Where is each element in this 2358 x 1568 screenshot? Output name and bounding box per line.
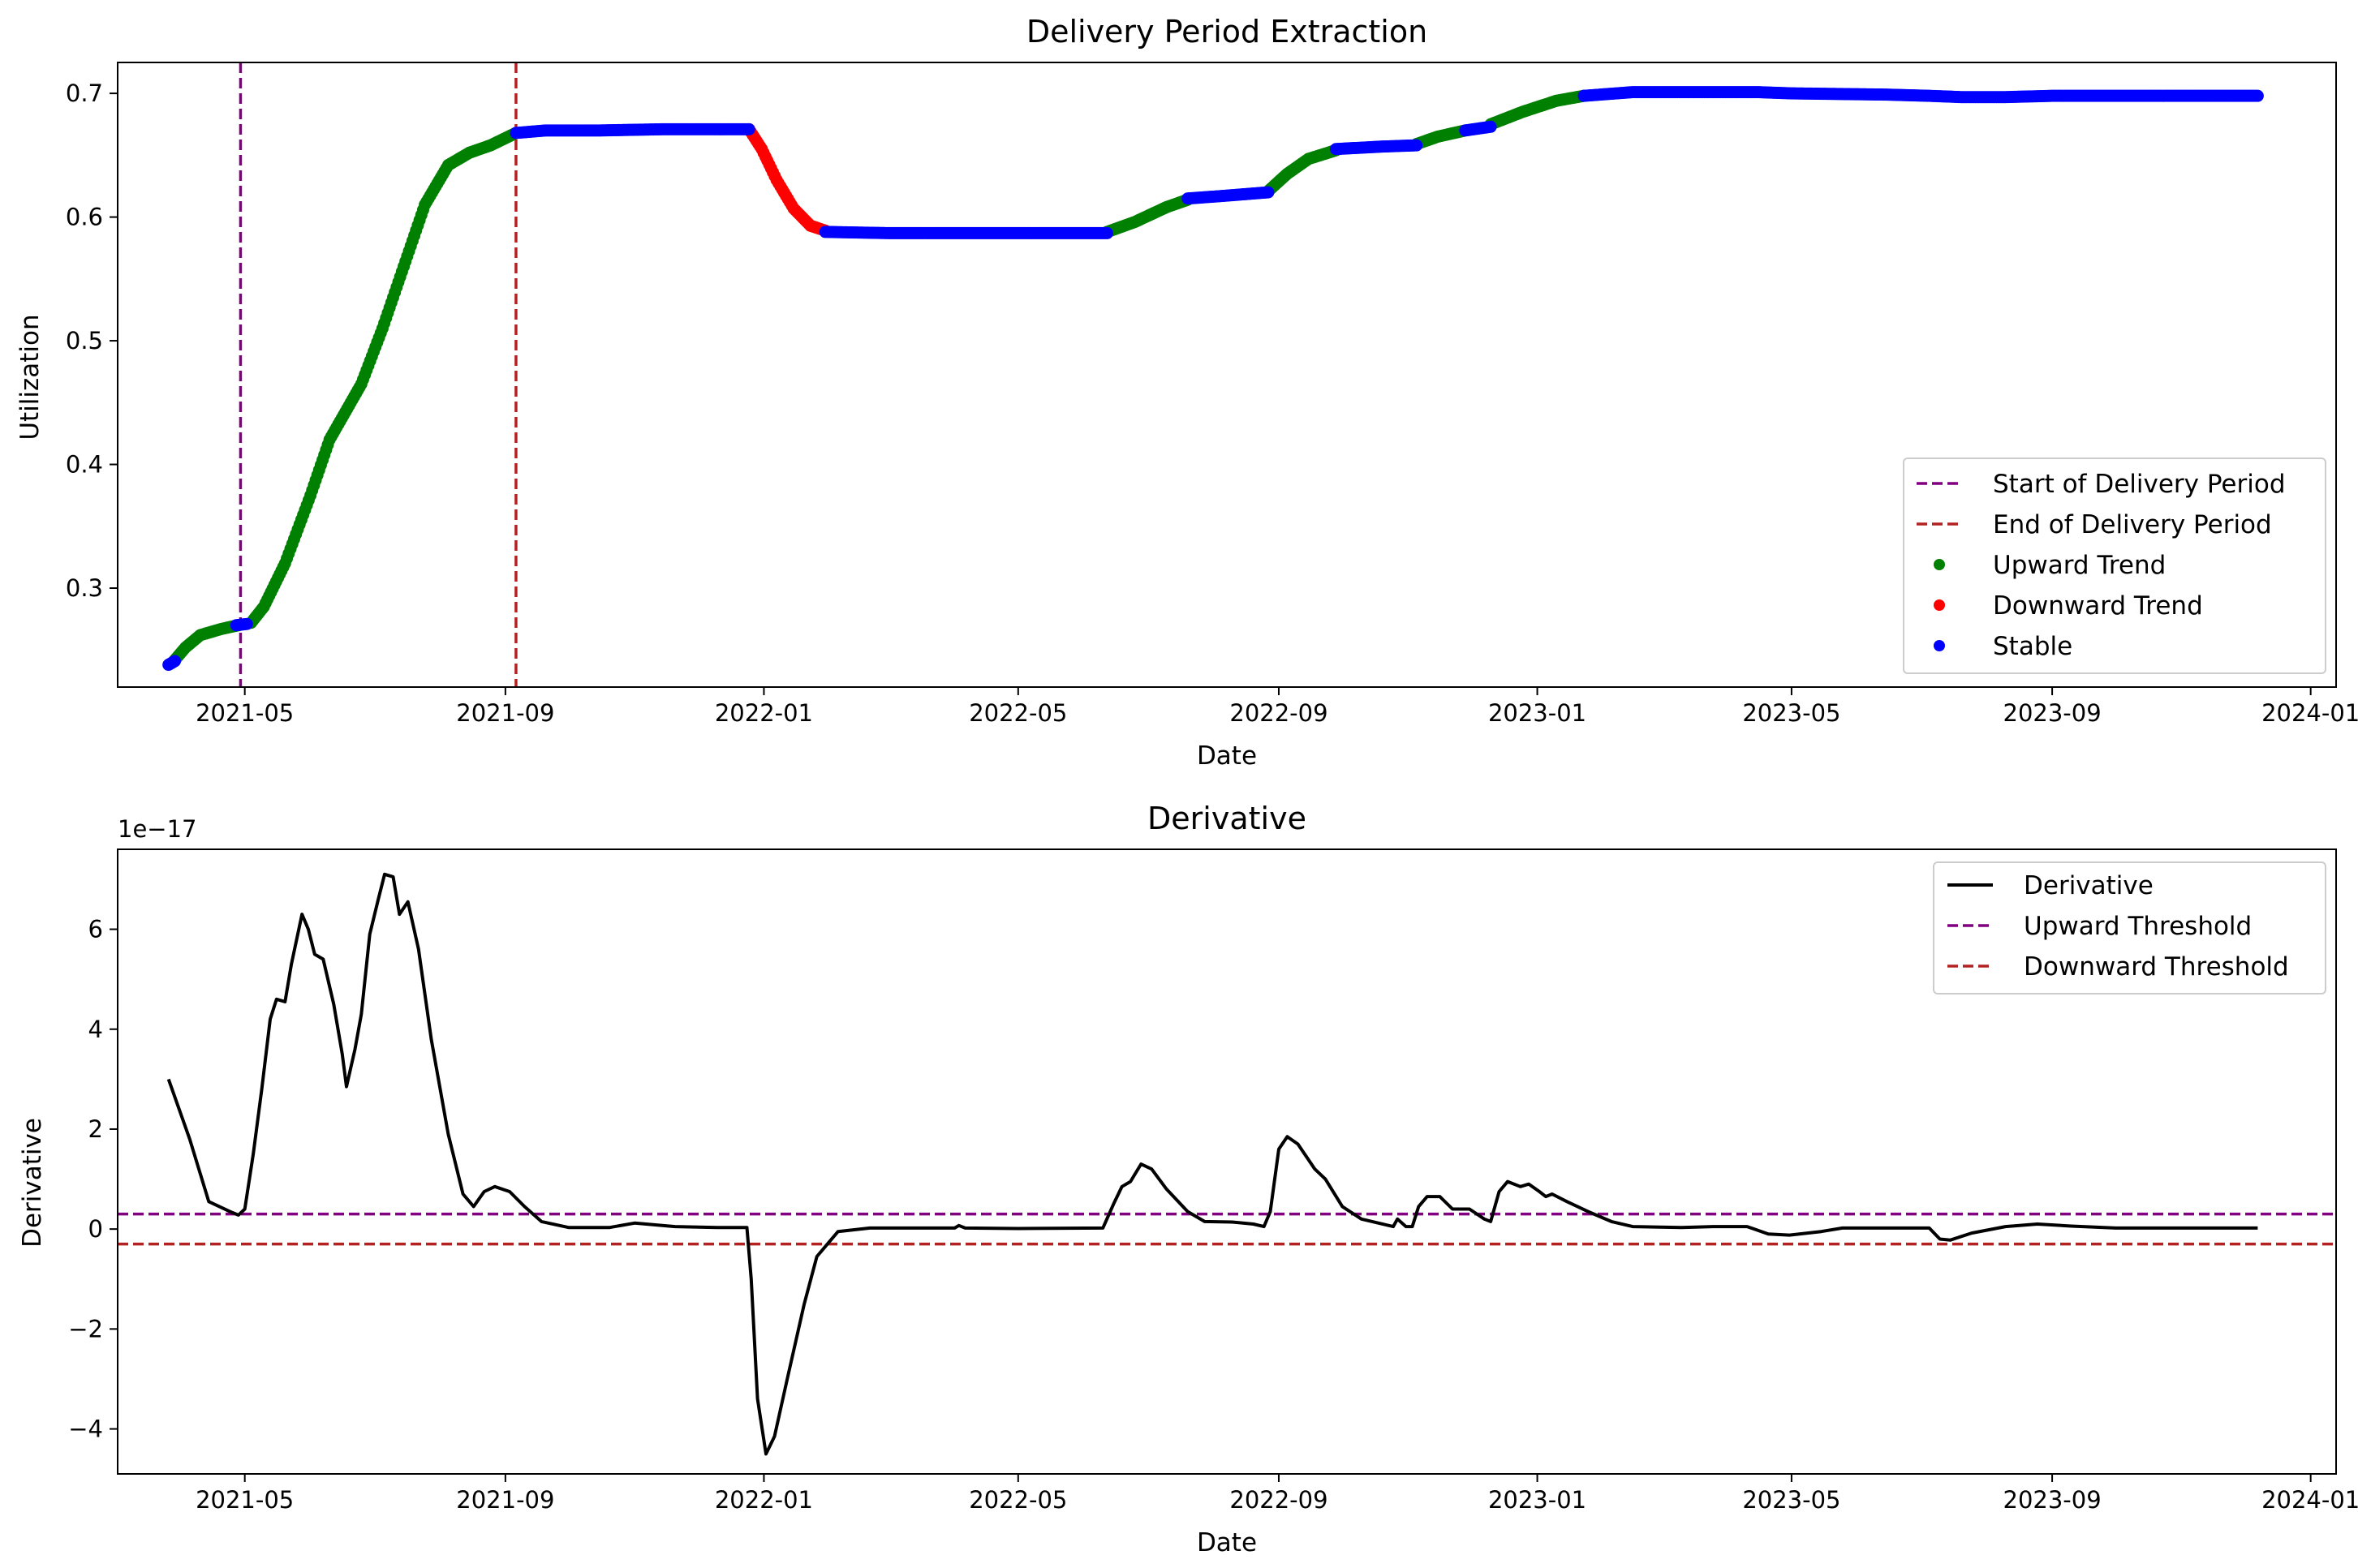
legend-label-upward-threshold: Upward Threshold	[2024, 912, 2252, 941]
x-tick-label: 2021-05	[196, 699, 294, 727]
data-point	[169, 655, 182, 668]
y-offset-label: 1e−17	[118, 815, 197, 843]
y-ticks: 0.3 0.4 0.5 0.6 0.7	[66, 79, 118, 602]
y-tick-label: −2	[68, 1315, 103, 1342]
chart-title: Derivative	[1147, 801, 1306, 836]
legend-label-derivative: Derivative	[2024, 871, 2154, 900]
legend-label-start: Start of Delivery Period	[1993, 470, 2286, 499]
legend-label-downward: Downward Trend	[1993, 591, 2203, 621]
y-ticks: −4 −2 0 2 4 6	[68, 916, 118, 1443]
y-tick-label: 2	[88, 1115, 103, 1143]
data-point	[240, 617, 253, 630]
y-tick-label: 0.7	[66, 79, 103, 107]
scatter-points	[162, 86, 2264, 672]
y-tick-label: 0.6	[66, 204, 103, 231]
legend-label-stable: Stable	[1993, 632, 2072, 661]
x-tick-label: 2021-09	[456, 699, 554, 727]
y-tick-label: 6	[88, 916, 103, 943]
series-line-derivative	[166, 872, 2258, 1456]
x-tick-label: 2024-01	[2261, 699, 2358, 727]
y-tick-label: 4	[88, 1016, 103, 1043]
x-tick-label: 2022-09	[1229, 1486, 1327, 1514]
data-point	[1410, 139, 1423, 152]
data-point	[742, 122, 755, 135]
x-tick-label: 2023-09	[2003, 699, 2102, 727]
y-tick-label: 0.4	[66, 451, 103, 479]
legend-box	[1933, 861, 2326, 994]
x-axis-label: Date	[1197, 1528, 1257, 1557]
data-point	[2251, 89, 2264, 102]
derivative-line	[166, 872, 2258, 1456]
x-tick-label: 2022-01	[715, 1486, 813, 1514]
x-tick-label: 2022-05	[969, 699, 1067, 727]
x-ticks: 2021-05 2021-09 2022-01 2022-05 2022-09 2023-…	[196, 1474, 2358, 1514]
x-tick-label: 2023-01	[1488, 1486, 1586, 1514]
utilization-chart: Delivery Period Extraction Utilization D…	[15, 14, 2358, 771]
legend-label-downward-threshold: Downward Threshold	[2024, 952, 2289, 982]
legend-swatch-upward	[1934, 559, 1945, 570]
series-downward-trend	[742, 122, 832, 237]
plot-area	[118, 872, 2336, 1456]
y-axis-label: Utilization	[15, 314, 45, 440]
y-tick-label: 0.3	[66, 574, 103, 602]
x-tick-label: 2022-05	[969, 1486, 1067, 1514]
legend-swatch-downward	[1934, 599, 1945, 611]
x-tick-label: 2022-09	[1229, 699, 1327, 727]
legend-box	[1903, 458, 2326, 674]
legend-label-end: End of Delivery Period	[1993, 510, 2272, 539]
plot-frame	[117, 62, 2337, 688]
x-tick-label: 2023-01	[1488, 699, 1586, 727]
legend-swatch-stable	[1934, 640, 1945, 651]
series-stable	[162, 86, 2264, 672]
y-tick-label: −4	[68, 1415, 103, 1443]
x-tick-label: 2022-01	[715, 699, 813, 727]
x-tick-label: 2023-05	[1742, 1486, 1840, 1514]
data-point	[1262, 186, 1275, 199]
y-tick-label: 0	[88, 1215, 103, 1243]
data-point	[1484, 120, 1497, 133]
x-tick-label: 2023-09	[2003, 1486, 2102, 1514]
plot-area	[162, 62, 2264, 687]
x-tick-label: 2024-01	[2261, 1486, 2358, 1514]
x-tick-label: 2023-05	[1742, 699, 1840, 727]
y-axis-label: Derivative	[18, 1118, 47, 1248]
derivative-chart: Derivative 1e−17 Derivative Date 2021-05…	[18, 801, 2358, 1557]
vlines	[239, 62, 518, 687]
x-tick-label: 2021-05	[196, 1486, 294, 1514]
series-upward-trend	[166, 89, 1590, 669]
legend: Start of Delivery Period End of Delivery…	[1903, 458, 2326, 674]
x-ticks: 2021-05 2021-09 2022-01 2022-05 2022-09 2023-…	[196, 687, 2358, 727]
x-tick-label: 2021-09	[456, 1486, 554, 1514]
legend: Derivative Upward Threshold Downward Thr…	[1933, 861, 2326, 994]
legend-label-upward: Upward Trend	[1993, 551, 2166, 580]
data-point	[1100, 226, 1113, 239]
y-tick-label: 0.5	[66, 327, 103, 354]
plot-frame	[117, 848, 2337, 1475]
chart-title: Delivery Period Extraction	[1026, 14, 1427, 49]
x-axis-label: Date	[1197, 741, 1257, 771]
threshold-lines	[118, 1212, 2336, 1246]
